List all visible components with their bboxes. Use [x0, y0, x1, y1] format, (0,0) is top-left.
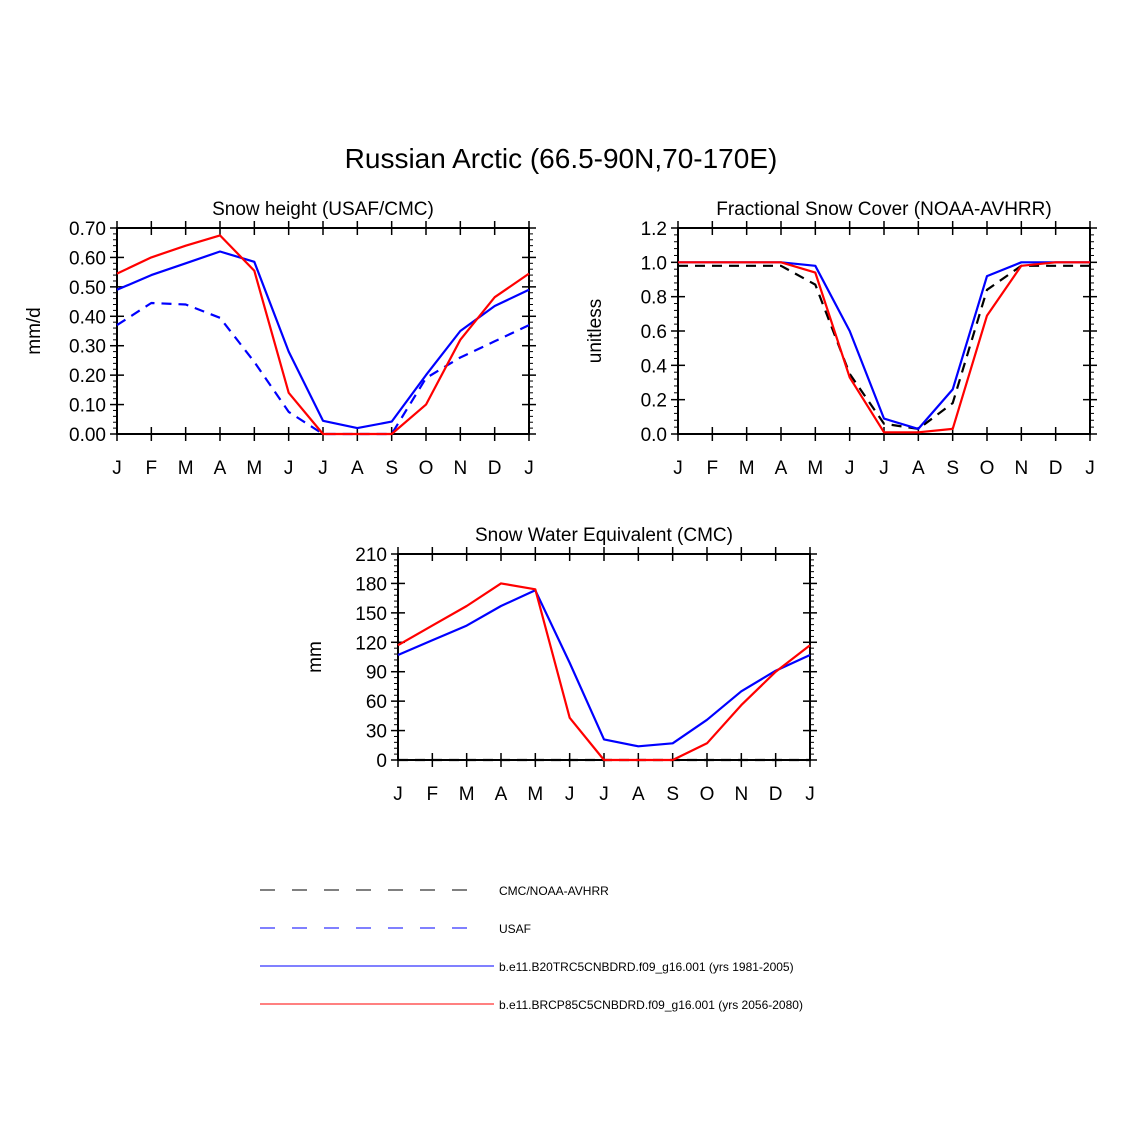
x-tick-label: F — [146, 458, 158, 479]
x-tick-label: J — [805, 784, 815, 805]
y-axis-label: unitless — [585, 299, 606, 363]
y-tick-label: 0.8 — [641, 288, 667, 309]
y-tick-label: 30 — [366, 722, 387, 743]
main-title: Russian Arctic (66.5-90N,70-170E) — [344, 143, 778, 174]
y-tick-label: 0.50 — [69, 278, 106, 299]
y-tick-label: 1.2 — [641, 219, 667, 240]
x-tick-label: F — [707, 458, 719, 479]
y-tick-label: 0.30 — [69, 337, 106, 358]
y-tick-label: 0.40 — [69, 307, 106, 328]
series-line — [116, 250, 530, 430]
chart-title: Snow height (USAF/CMC) — [212, 199, 434, 220]
y-tick-label: 1.0 — [641, 253, 667, 274]
y-tick-label: 0.0 — [641, 425, 667, 446]
x-tick-label: A — [214, 458, 227, 479]
legend-item: USAF — [258, 910, 898, 948]
x-tick-label: M — [246, 458, 262, 479]
y-tick-label: 0.00 — [69, 425, 106, 446]
x-tick-label: A — [632, 784, 645, 805]
y-tick-label: 120 — [355, 633, 387, 654]
y-tick-label: 0.10 — [69, 396, 106, 417]
y-tick-label: 150 — [355, 604, 387, 625]
y-tick-label: 0 — [376, 751, 387, 772]
series-line — [116, 301, 530, 436]
x-tick-label: D — [1049, 458, 1063, 479]
x-tick-label: J — [673, 458, 683, 479]
y-tick-label: 0.4 — [641, 356, 668, 377]
legend-label: b.e11.B20TRC5CNBDRD.f09_g16.001 (yrs 198… — [499, 960, 794, 974]
x-tick-label: A — [775, 458, 788, 479]
y-tick-label: 60 — [366, 692, 387, 713]
x-tick-label: J — [284, 458, 294, 479]
y-tick-label: 90 — [366, 663, 387, 684]
y-tick-label: 0.60 — [69, 248, 106, 269]
x-tick-label: J — [318, 458, 328, 479]
x-tick-label: J — [112, 458, 122, 479]
legend-item: b.e11.B20TRC5CNBDRD.f09_g16.001 (yrs 198… — [258, 948, 898, 986]
x-tick-label: M — [178, 458, 194, 479]
x-tick-label: A — [912, 458, 925, 479]
x-tick-label: N — [1014, 458, 1028, 479]
y-axis-label: mm/d — [24, 307, 45, 355]
plot-frame — [397, 553, 811, 761]
x-tick-label: J — [393, 784, 403, 805]
x-tick-label: A — [351, 458, 364, 479]
x-tick-label: J — [524, 458, 534, 479]
legend-label: b.e11.BRCP85C5CNBDRD.f09_g16.001 (yrs 20… — [499, 998, 803, 1012]
legend-item: b.e11.BRCP85C5CNBDRD.f09_g16.001 (yrs 20… — [258, 986, 898, 1024]
x-tick-label: M — [459, 784, 475, 805]
y-tick-label: 210 — [355, 545, 387, 566]
x-tick-label: O — [700, 784, 715, 805]
legend-item: CMC/NOAA-AVHRR — [258, 872, 898, 910]
x-tick-label: N — [734, 784, 748, 805]
x-tick-label: J — [879, 458, 889, 479]
y-axis-label: mm — [305, 641, 326, 673]
x-tick-label: N — [453, 458, 467, 479]
x-tick-label: F — [427, 784, 439, 805]
x-tick-label: S — [946, 458, 959, 479]
x-tick-label: M — [807, 458, 823, 479]
x-tick-label: M — [527, 784, 543, 805]
chart-title: Snow Water Equivalent (CMC) — [475, 525, 733, 546]
x-tick-label: J — [599, 784, 609, 805]
series-line — [397, 589, 811, 748]
x-tick-label: D — [769, 784, 783, 805]
legend-label: CMC/NOAA-AVHRR — [499, 884, 609, 898]
x-tick-label: S — [666, 784, 679, 805]
legend: CMC/NOAA-AVHRR USAF b.e11.B20TRC5CNBDRD.… — [258, 872, 898, 1024]
y-tick-label: 0.6 — [641, 322, 667, 343]
series-line — [678, 261, 1090, 434]
series-line — [397, 582, 811, 762]
x-tick-label: O — [980, 458, 995, 479]
x-tick-label: J — [845, 458, 855, 479]
y-tick-label: 0.20 — [69, 366, 106, 387]
y-tick-label: 0.2 — [641, 391, 667, 412]
y-tick-label: 0.70 — [69, 219, 106, 240]
x-tick-label: A — [495, 784, 508, 805]
x-tick-label: S — [385, 458, 398, 479]
legend-label: USAF — [499, 922, 532, 936]
x-tick-label: J — [1085, 458, 1095, 479]
chart-title: Fractional Snow Cover (NOAA-AVHRR) — [716, 199, 1051, 220]
x-tick-label: O — [419, 458, 434, 479]
y-tick-label: 180 — [355, 574, 387, 595]
x-tick-label: D — [488, 458, 502, 479]
x-tick-label: M — [739, 458, 755, 479]
x-tick-label: J — [565, 784, 575, 805]
